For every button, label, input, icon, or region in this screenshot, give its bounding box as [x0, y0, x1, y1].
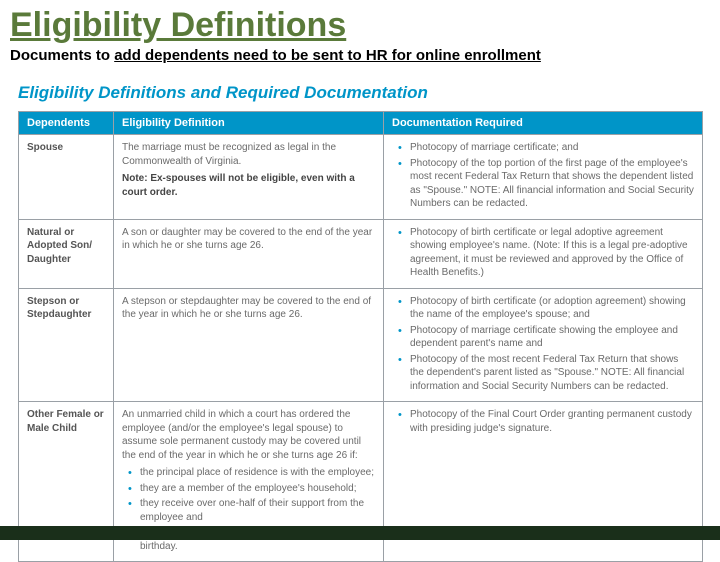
- cell-dependent: Natural or Adopted Son/ Daughter: [19, 219, 114, 288]
- th-documentation: Documentation Required: [384, 112, 703, 135]
- page-subtitle: Documents to add dependents need to be s…: [0, 45, 720, 65]
- cell-dependent: Stepson or Stepdaughter: [19, 288, 114, 402]
- th-eligibility: Eligibility Definition: [114, 112, 384, 135]
- cell-definition: A stepson or stepdaughter may be covered…: [114, 288, 384, 402]
- cell-documentation: Photocopy of birth certificate (or adopt…: [384, 288, 703, 402]
- cell-documentation: Photocopy of marriage certificate; and P…: [384, 135, 703, 220]
- table-row: Natural or Adopted Son/ Daughter A son o…: [19, 219, 703, 288]
- def-text: A stepson or stepdaughter may be covered…: [122, 295, 375, 322]
- doc-bullet: Photocopy of marriage certificate showin…: [402, 324, 694, 351]
- table-title: Eligibility Definitions and Required Doc…: [0, 65, 720, 111]
- def-text: The marriage must be recognized as legal…: [122, 141, 375, 168]
- def-note: Note: Ex-spouses will not be eligible, e…: [122, 173, 355, 198]
- def-bullet: the principal place of residence is with…: [132, 466, 375, 480]
- subtitle-prefix: Documents to: [10, 47, 114, 64]
- cell-dependent: Spouse: [19, 135, 114, 220]
- cell-documentation: Photocopy of birth certificate or legal …: [384, 219, 703, 288]
- def-text: A son or daughter may be covered to the …: [122, 226, 375, 253]
- footer-bar: [0, 526, 720, 540]
- def-text: An unmarried child in which a court has …: [122, 408, 375, 462]
- doc-bullet: Photocopy of birth certificate (or adopt…: [402, 295, 694, 322]
- def-bullet: they receive over one-half of their supp…: [132, 497, 375, 524]
- def-bullet: they are a member of the employee's hous…: [132, 482, 375, 496]
- table-row: Spouse The marriage must be recognized a…: [19, 135, 703, 220]
- doc-bullet: Photocopy of birth certificate or legal …: [402, 226, 694, 280]
- eligibility-table: Dependents Eligibility Definition Docume…: [18, 111, 703, 562]
- cell-definition: The marriage must be recognized as legal…: [114, 135, 384, 220]
- page-title: Eligibility Definitions: [0, 0, 720, 45]
- doc-bullet: Photocopy of the top portion of the firs…: [402, 157, 694, 211]
- doc-bullet: Photocopy of the most recent Federal Tax…: [402, 353, 694, 394]
- doc-bullet: Photocopy of marriage certificate; and: [402, 141, 694, 155]
- table-row: Stepson or Stepdaughter A stepson or ste…: [19, 288, 703, 402]
- doc-bullet: Photocopy of the Final Court Order grant…: [402, 408, 694, 435]
- th-dependents: Dependents: [19, 112, 114, 135]
- cell-definition: A son or daughter may be covered to the …: [114, 219, 384, 288]
- subtitle-underline: add dependents need to be sent to HR for…: [114, 47, 541, 64]
